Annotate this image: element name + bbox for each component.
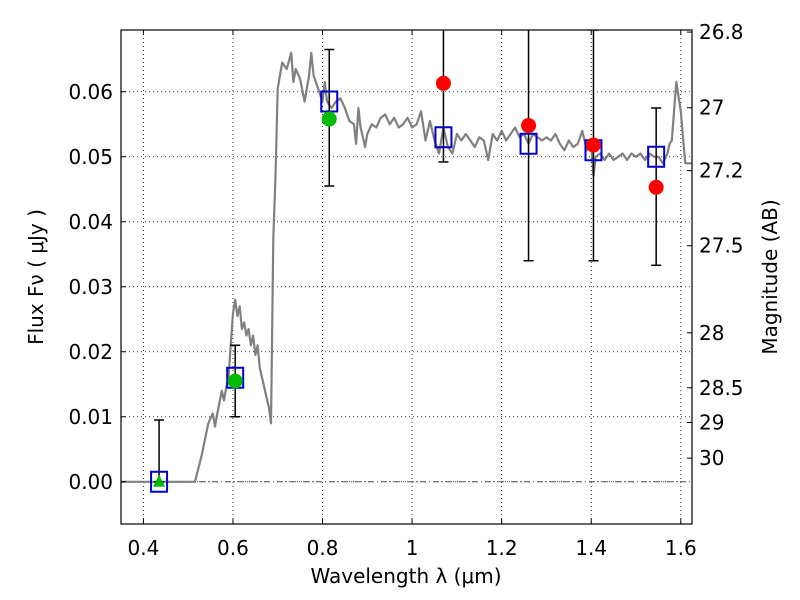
y-right-tick-label: 29 [699,410,724,434]
y-right-tick-label: 28 [699,321,724,345]
red-point [435,75,451,91]
x-tick-label: 1.6 [665,536,697,560]
red-point [648,179,664,195]
y-tick-label: 0.04 [68,210,113,234]
model-square [647,145,666,168]
model-square [519,132,538,155]
model-square [150,470,169,493]
x-tick-label: 1.4 [575,536,607,560]
y-tick-label: 0.02 [68,340,113,364]
model-square [434,126,453,149]
y-tick-label: 0.00 [68,470,113,494]
plot-frame [120,29,693,525]
x-tick-label: 0.8 [307,536,339,560]
upper-limit-triangle [153,474,166,487]
y-tick-label: 0.01 [68,405,113,429]
y-axis-right: 26.8 27 27.2 27.5 28 28.5 29 30 [687,20,744,470]
y-axis-right-label: Magnitude (AB) [758,199,782,354]
x-tick-label: 0.6 [217,536,249,560]
green-point [321,111,337,127]
x-tick-label: 1 [406,536,419,560]
sed-line-layer [121,51,692,483]
data-markers [150,75,666,493]
y-right-tick-label: 27.5 [699,234,744,258]
y-axis: 0.00 0.01 0.02 0.03 0.04 0.05 0.06 [68,80,126,494]
y-right-tick-label: 30 [699,446,724,470]
x-tick-label: 1.2 [486,536,518,560]
green-point [227,373,243,389]
plot-background [121,30,692,524]
y-tick-label: 0.06 [68,80,113,104]
model-square [320,90,339,113]
red-point [585,137,601,153]
y-right-tick-label: 28.5 [699,376,744,400]
y-tick-label: 0.03 [68,275,113,299]
sed-line [121,51,692,483]
y-right-tick-label: 27 [699,96,724,120]
x-tick-label: 0.4 [127,536,159,560]
y-right-tick-label: 27.2 [699,159,744,183]
x-axis: 0.4 0.6 0.8 1 1.2 1.4 1.6 [127,30,697,560]
y-right-tick-label: 26.8 [699,20,744,44]
red-point [521,118,537,134]
x-axis-label: Wavelength λ (μm) [310,564,501,588]
y-tick-label: 0.05 [68,145,113,169]
y-axis-label: Flux Fν ( μJy ) [24,209,48,345]
